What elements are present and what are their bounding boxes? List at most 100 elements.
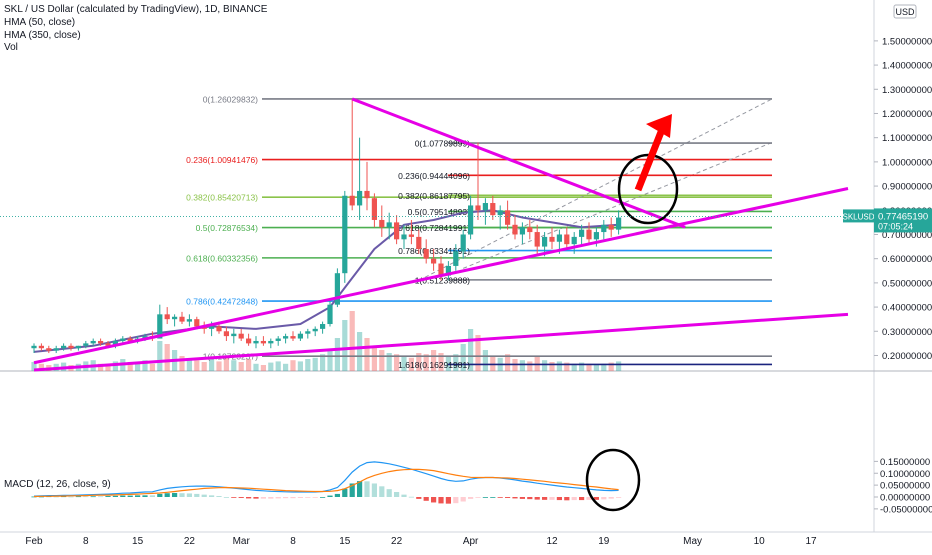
volume-bar [179, 356, 185, 371]
candle-body [127, 338, 133, 341]
macd-histogram-bar [112, 495, 118, 497]
volume-bar [534, 356, 540, 371]
candle-body [453, 251, 459, 266]
price-tick-label: 0.30000000 [882, 327, 932, 338]
volume-bar [186, 359, 192, 371]
macd-cross-circle[interactable] [585, 448, 641, 512]
currency-button[interactable] [893, 4, 917, 19]
macd-histogram-bar [83, 496, 89, 498]
fib-level-label: 0.786(0.63341591) [398, 246, 470, 256]
trendline-ascending-support[interactable] [33, 187, 849, 365]
fib-level-label: 0.382(0.85420713) [186, 193, 258, 203]
candle-body [275, 338, 281, 341]
price-tick-label: 1.20000000 [882, 109, 932, 120]
candle-body [608, 224, 614, 230]
macd-legend[interactable]: MACD (12, 26, close, 9) [4, 479, 111, 490]
candle-body [105, 343, 111, 346]
macd-histogram-bar [149, 495, 155, 497]
candle-body [327, 304, 333, 325]
volume-bar [542, 360, 548, 371]
macd-histogram-bar [142, 495, 148, 497]
breakout-arrow-head [646, 114, 672, 138]
volume-bar [201, 362, 207, 371]
candle-body [297, 333, 303, 339]
candle-body [534, 232, 540, 247]
volume-bar [475, 335, 481, 371]
volume-bar [364, 338, 370, 371]
macd-histogram-bar [179, 493, 185, 497]
candle-body [268, 340, 274, 344]
macd-histogram-bar [416, 497, 422, 499]
candle-body [68, 345, 74, 349]
macd-histogram-bar [290, 497, 296, 499]
macd-histogram-bar [75, 496, 81, 498]
candle-body [505, 210, 511, 225]
candle-body [364, 190, 370, 199]
macd-histogram-bar [135, 495, 141, 497]
macd-histogram-bar [320, 497, 326, 498]
candle-body [571, 236, 577, 245]
volume-bar [164, 344, 170, 371]
hma350-legend[interactable]: HMA (350, close) [4, 30, 81, 41]
fib-level-label: 0.382(0.86187795) [398, 191, 470, 201]
candle-body [445, 265, 451, 276]
candle-body [260, 340, 266, 344]
volume-bar [135, 362, 141, 371]
price-tick-label: 0.50000000 [882, 278, 932, 289]
volume-bar [571, 363, 577, 371]
macd-histogram-bar [201, 494, 207, 497]
candle-body [172, 316, 178, 320]
macd-histogram-bar [386, 489, 392, 497]
candle-body [98, 340, 104, 344]
macd-histogram-bar [90, 496, 96, 498]
candle-body [246, 338, 252, 344]
candle-body [90, 340, 96, 344]
macd-histogram-bar [275, 497, 281, 499]
trendline-descending-resistance[interactable] [351, 97, 686, 229]
candle-body [482, 203, 488, 211]
price-tag-symbol: SKLUSD [842, 212, 874, 221]
volume-bar [564, 362, 570, 371]
candle-body [416, 236, 422, 249]
currency-button-label[interactable]: USD [895, 7, 915, 17]
candle-body [593, 232, 599, 240]
macd-histogram-bar [105, 496, 111, 497]
macd-histogram-bar [68, 496, 74, 498]
candle-body [61, 345, 67, 349]
macd-histogram-bar [283, 497, 289, 499]
volume-bar [401, 356, 407, 371]
candle-body [408, 234, 414, 237]
macd-histogram-bar [512, 497, 518, 499]
macd-histogram-bar [468, 497, 474, 499]
price-tick-label: 0.20000000 [882, 351, 932, 362]
candle-body [519, 227, 525, 235]
fib2-diagonal [463, 142, 773, 269]
breakout-circle[interactable] [617, 153, 679, 225]
fib-level-label: 0(1.07789899) [415, 139, 470, 149]
candle-body [194, 319, 200, 327]
candle-body [53, 348, 59, 351]
candle-body [616, 217, 622, 230]
volume-legend[interactable]: Vol [4, 42, 18, 53]
candle-body [423, 249, 429, 259]
trendline-long-support[interactable] [33, 312, 849, 372]
candle-body [112, 340, 118, 346]
candle-body [371, 198, 377, 220]
macd-tick-label: 0.10000000 [880, 469, 930, 480]
price-tag-symbol-box [843, 209, 874, 223]
macd-histogram-bar [586, 497, 592, 500]
volume-bar [157, 341, 163, 371]
time-tick-label: 17 [805, 536, 817, 547]
volume-bar [453, 354, 459, 371]
volume-bar [394, 354, 400, 371]
macd-histogram-bar [238, 497, 244, 498]
candle-body [209, 326, 215, 329]
volume-bar [408, 357, 414, 371]
hma50-legend[interactable]: HMA (50, close) [4, 17, 76, 28]
volume-bar [231, 360, 237, 371]
price-tick-label: 1.50000000 [882, 36, 932, 47]
volume-bar [216, 361, 222, 371]
candle-body [556, 234, 562, 242]
